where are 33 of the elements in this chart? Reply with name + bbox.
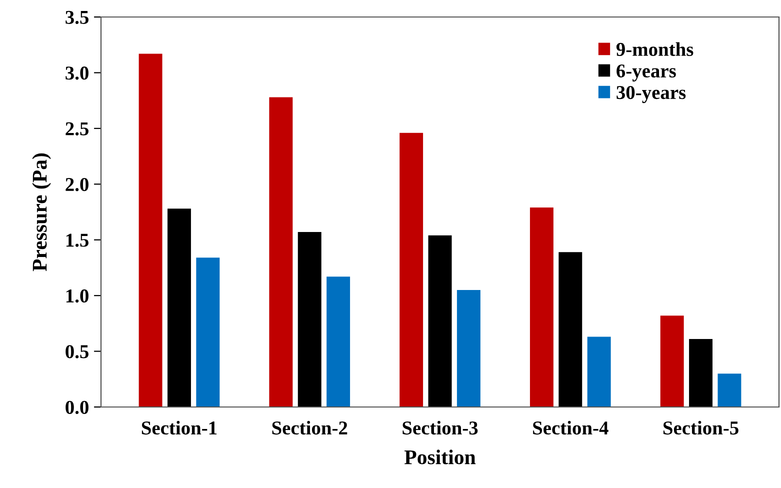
y-axis-title: Pressure (Pa) bbox=[32, 153, 51, 272]
y-tick-label: 0.0 bbox=[66, 400, 88, 414]
y-tick-label: 1.5 bbox=[66, 234, 88, 247]
bar bbox=[530, 208, 554, 407]
bar bbox=[689, 339, 713, 407]
bar bbox=[196, 258, 220, 407]
bar bbox=[456, 290, 480, 407]
bar bbox=[167, 208, 191, 407]
x-tick-label: Section-2 bbox=[272, 420, 348, 435]
legend-label: 9-months bbox=[616, 42, 694, 56]
y-tick-label: 2.5 bbox=[66, 122, 88, 136]
bar bbox=[587, 336, 611, 407]
x-tick-label: Section-5 bbox=[663, 420, 738, 435]
legend-label: 6-years bbox=[616, 64, 676, 82]
bar bbox=[138, 54, 162, 407]
x-tick-label: Section-3 bbox=[402, 420, 478, 435]
y-tick-label: 1.0 bbox=[66, 289, 88, 303]
bar bbox=[660, 316, 684, 407]
bar bbox=[269, 97, 293, 407]
y-tick-label: 0.5 bbox=[66, 345, 88, 358]
bar bbox=[428, 235, 452, 407]
y-tick-label: 3.5 bbox=[66, 10, 88, 24]
legend-label: 30-years bbox=[616, 86, 686, 104]
y-tick-label: 2.0 bbox=[66, 178, 88, 192]
x-axis-title: Position bbox=[404, 450, 476, 464]
x-tick-label: Section-4 bbox=[533, 420, 608, 435]
bar bbox=[298, 232, 322, 407]
y-tick-label: 3.0 bbox=[66, 66, 88, 80]
bar bbox=[400, 132, 424, 407]
bar bbox=[558, 252, 582, 407]
x-tick-label: Section-1 bbox=[142, 420, 217, 435]
bar bbox=[718, 374, 742, 407]
bar bbox=[326, 276, 350, 407]
